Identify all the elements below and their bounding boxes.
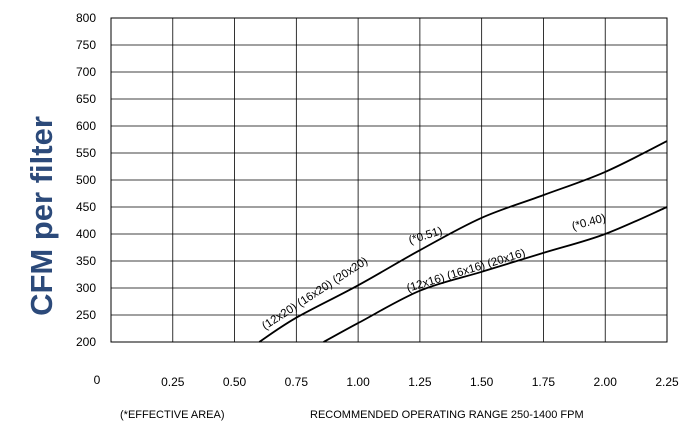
y-axis-label: CFM per filter	[24, 116, 59, 316]
y-tick-800: 800	[76, 11, 96, 25]
y-tick-250: 250	[76, 308, 96, 322]
y-tick-600: 600	[76, 119, 96, 133]
y-tick-500: 500	[76, 173, 96, 187]
curve-1-size-label: (12x20) (16x20) (20x20)	[260, 255, 370, 332]
plot-frame	[110, 17, 668, 343]
y-tick-400: 400	[76, 227, 96, 241]
series-lines	[258, 140, 668, 343]
series-line-1	[258, 140, 668, 343]
x-tick-0.50: 0.50	[223, 375, 247, 389]
y-tick-350: 350	[76, 254, 96, 268]
x-tick-1.00: 1.00	[346, 375, 370, 389]
x-tick-2.25: 2.25	[655, 375, 679, 389]
x-tick-0.25: 0.25	[161, 375, 185, 389]
x-tick-1.25: 1.25	[408, 375, 432, 389]
y-tick-labels: 200 250 300 350 400 450 500 550 600 650 700 750 800	[76, 11, 96, 349]
effective-area-footnote: (*EFFECTIVE AREA)	[120, 409, 225, 421]
operating-range-footnote: RECOMMENDED OPERATING RANGE 250-1400 FPM	[310, 409, 584, 421]
x-tick-labels: 0.25 0.50 0.75 1.00 1.25 1.50 1.75 2.00 2.25	[161, 375, 679, 389]
x-tick-2.00: 2.00	[594, 375, 618, 389]
y-tick-450: 450	[76, 200, 96, 214]
x-tick-1.50: 1.50	[470, 375, 494, 389]
x-tick-0.75: 0.75	[285, 375, 309, 389]
y-tick-300: 300	[76, 281, 96, 295]
x-tick-1.75: 1.75	[532, 375, 556, 389]
series-line-2	[323, 206, 668, 343]
y-tick-700: 700	[76, 65, 96, 79]
origin-label: 0	[94, 373, 101, 387]
curve-2-area-label: (*0.40)	[571, 212, 608, 233]
y-tick-650: 650	[76, 92, 96, 106]
y-tick-200: 200	[76, 335, 96, 349]
curve-1-area-label: (*0.51)	[407, 225, 444, 247]
y-tick-550: 550	[76, 146, 96, 160]
y-tick-750: 750	[76, 38, 96, 52]
